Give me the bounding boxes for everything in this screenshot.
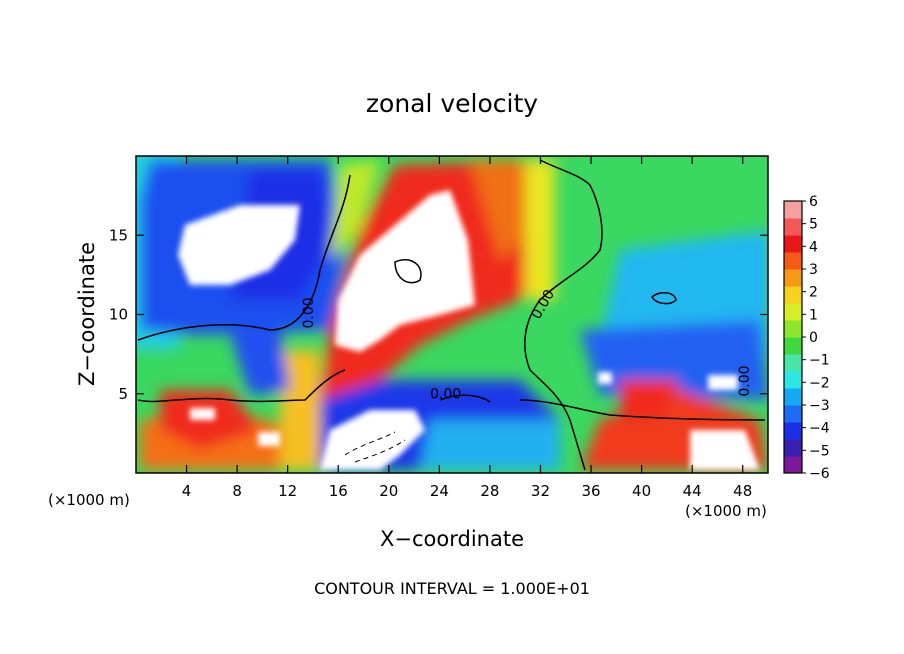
colorbar-tick-label: 2 (809, 285, 818, 301)
colorbar-tick-label: −6 (809, 466, 830, 482)
contour-label: 0.00 (301, 297, 317, 328)
colorbar-swatch (784, 201, 802, 219)
colorbar-tick-label: 0 (809, 330, 818, 346)
colorbar-tick-label: −5 (809, 443, 830, 459)
x-tick-label: 28 (480, 482, 499, 500)
colorbar-swatch (784, 269, 802, 287)
y-axis-label: Z−coordinate (75, 242, 99, 386)
x-tick-label: 40 (632, 482, 651, 500)
velocity-field (136, 156, 768, 473)
colorbar-tick-label: 1 (809, 307, 818, 323)
x-unit-right: (×1000 m) (685, 502, 767, 520)
x-tick-label: 16 (329, 482, 348, 500)
x-tick-label: 48 (733, 482, 752, 500)
x-tick-label: 8 (232, 482, 242, 500)
x-tick-label: 24 (430, 482, 449, 500)
colorbar-swatch (784, 252, 802, 270)
colorbar-swatch (784, 456, 802, 474)
colorbar-swatch (784, 354, 802, 372)
x-tick-label: 44 (683, 482, 702, 500)
colorbar-swatch (784, 388, 802, 406)
colorbar-swatch (784, 405, 802, 423)
colorbar-tick-label: 5 (809, 217, 818, 233)
x-axis-ticks: 4 8 12 16 20 24 28 32 36 40 44 48 (182, 156, 752, 500)
contour-label: 0.00 (430, 387, 461, 403)
x-tick-label: 4 (182, 482, 192, 500)
colorbar-swatch (784, 439, 802, 457)
contour-interval-footer: CONTOUR INTERVAL = 1.000E+01 (314, 579, 590, 598)
y-tick-label: 5 (118, 385, 128, 403)
x-tick-label: 20 (379, 482, 398, 500)
y-axis-ticks: 5 10 15 (109, 226, 768, 403)
colorbar-tick-label: 4 (809, 239, 818, 255)
colorbar-swatch (784, 337, 802, 355)
colorbar-swatch (784, 422, 802, 440)
x-axis-label: X−coordinate (380, 527, 524, 551)
colorbar-tick-label: −1 (809, 353, 830, 369)
colorbar-swatch (784, 320, 802, 338)
y-tick-label: 15 (109, 226, 128, 244)
chart-title: zonal velocity (366, 89, 538, 118)
colorbar-tick-label: −3 (809, 398, 830, 414)
colorbar-tick-label: −2 (809, 375, 830, 391)
x-tick-label: 12 (278, 482, 297, 500)
zero-contours (137, 159, 766, 471)
colorbar-swatch (784, 286, 802, 304)
x-tick-label: 32 (531, 482, 550, 500)
colorbar: 6 5 4 3 2 1 0 −1 −2 −3 −4 −5 −6 (783, 194, 830, 482)
colorbar-swatch (784, 235, 802, 253)
colorbar-tick-label: 3 (809, 262, 818, 278)
colorbar-swatch (784, 371, 802, 389)
x-unit-left: (×1000 m) (48, 491, 130, 509)
colorbar-swatch (784, 218, 802, 236)
x-tick-label: 36 (581, 482, 600, 500)
y-tick-label: 10 (109, 306, 128, 324)
colorbar-tick-label: 6 (809, 194, 818, 210)
colorbar-tick-label: −4 (809, 421, 830, 437)
colorbar-swatch (784, 303, 802, 321)
contour-labels: 0.00 0.000.00 0.00 (301, 287, 753, 402)
contour-label: 0.00 (737, 365, 753, 396)
